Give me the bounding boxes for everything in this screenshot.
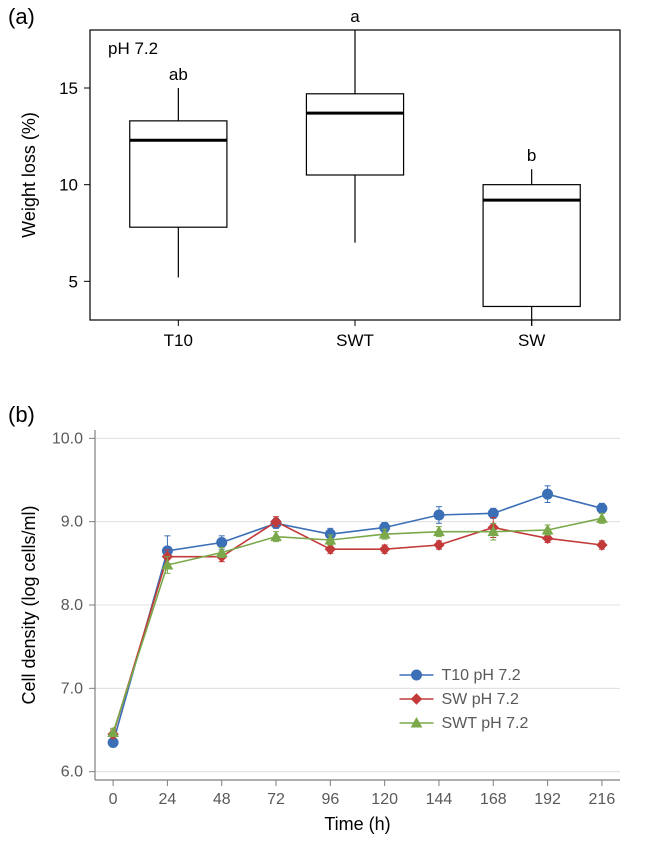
svg-text:24: 24	[159, 791, 177, 808]
svg-text:T10: T10	[164, 331, 193, 350]
svg-text:0: 0	[109, 791, 118, 808]
svg-text:72: 72	[267, 791, 285, 808]
svg-text:7.0: 7.0	[61, 680, 83, 697]
svg-text:144: 144	[426, 791, 453, 808]
svg-text:a: a	[350, 7, 360, 26]
svg-text:216: 216	[589, 791, 616, 808]
panel-a-chart: 51015T10SWTSWababWeight loss (%)pH 7.2	[0, 0, 645, 370]
svg-text:Time (h): Time (h)	[324, 814, 390, 834]
panel-b-chart: 6.0 7.0 8.0 9.0 10.0 0 24 48 72 96 120 144 168 192 216…	[0, 400, 645, 850]
svg-text:48: 48	[213, 791, 231, 808]
svg-text:Cell density (log cells/ml): Cell density (log cells/ml)	[19, 505, 39, 704]
svg-text:6.0: 6.0	[61, 764, 83, 781]
svg-text:5: 5	[69, 272, 78, 291]
svg-text:T10 pH 7.2: T10 pH 7.2	[442, 667, 521, 684]
svg-text:96: 96	[321, 791, 339, 808]
svg-text:SW: SW	[518, 331, 545, 350]
svg-text:8.0: 8.0	[61, 597, 83, 614]
svg-text:168: 168	[480, 791, 507, 808]
svg-text:SWT: SWT	[336, 331, 374, 350]
svg-text:120: 120	[371, 791, 398, 808]
svg-text:Weight loss (%): Weight loss (%)	[19, 112, 39, 238]
svg-text:pH 7.2: pH 7.2	[108, 39, 158, 58]
svg-text:15: 15	[59, 79, 78, 98]
svg-text:10.0: 10.0	[52, 430, 83, 447]
svg-text:SW pH 7.2: SW pH 7.2	[442, 691, 519, 708]
figure: (a) 51015T10SWTSWababWeight loss (%)pH 7…	[0, 0, 645, 852]
svg-text:b: b	[527, 146, 536, 165]
svg-text:SWT pH 7.2: SWT pH 7.2	[442, 715, 529, 732]
svg-text:9.0: 9.0	[61, 514, 83, 531]
svg-text:192: 192	[534, 791, 561, 808]
svg-text:ab: ab	[169, 65, 188, 84]
svg-text:10: 10	[59, 176, 78, 195]
